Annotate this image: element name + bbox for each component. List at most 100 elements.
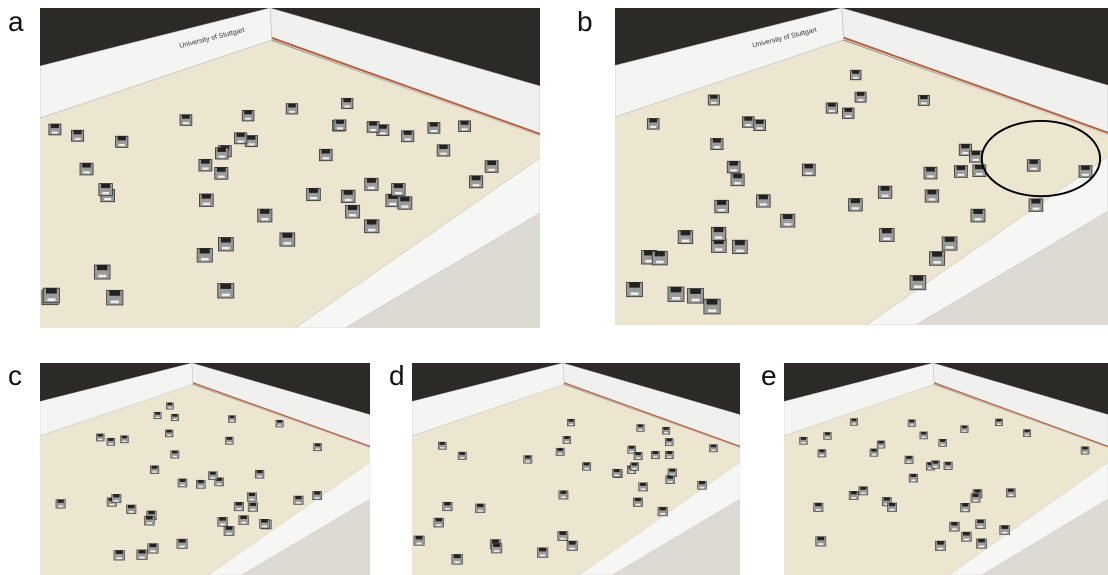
- robot-top: [1029, 159, 1038, 164]
- robot-shine: [945, 246, 954, 249]
- robot: [246, 492, 257, 502]
- robot-top: [706, 299, 718, 305]
- wall-edge: [563, 382, 740, 448]
- robot-top: [666, 451, 673, 455]
- robot-top: [729, 161, 738, 166]
- robot-body: [954, 165, 968, 178]
- robot-body: [730, 173, 745, 187]
- robot: [626, 281, 643, 298]
- robot-shine: [805, 172, 813, 175]
- robot-top: [852, 70, 860, 74]
- robot: [458, 120, 471, 132]
- robot-shine: [667, 443, 672, 445]
- robot: [457, 451, 467, 460]
- robot-shine: [404, 138, 411, 141]
- robot: [632, 497, 643, 507]
- robot-shine: [283, 242, 292, 245]
- robot-shine: [851, 497, 856, 499]
- robot-top: [755, 119, 764, 124]
- robot: [366, 121, 380, 133]
- robot-top: [871, 448, 877, 452]
- robot-top: [166, 429, 172, 433]
- robot-shine: [336, 127, 343, 130]
- robot-shine: [241, 521, 247, 524]
- robot-body: [433, 517, 444, 528]
- robot-top: [261, 519, 268, 523]
- robot-shine: [394, 192, 402, 195]
- robot: [999, 525, 1010, 535]
- robot-shine: [584, 467, 589, 470]
- robot-top: [220, 283, 232, 289]
- robot: [217, 517, 228, 527]
- robot-body: [170, 450, 180, 459]
- robot-body: [120, 435, 129, 444]
- robot: [149, 465, 160, 474]
- robot-top: [138, 549, 146, 554]
- robot-top: [282, 232, 293, 238]
- robot: [257, 208, 273, 223]
- robot-top: [844, 108, 853, 112]
- robot: [136, 549, 148, 560]
- robot-shine: [460, 457, 465, 459]
- robot-shine: [227, 442, 232, 444]
- robot-body: [366, 121, 380, 133]
- robot-top: [178, 539, 186, 543]
- robot-top: [244, 110, 252, 115]
- robot-top: [201, 194, 211, 199]
- robot-top: [453, 554, 461, 559]
- robot-top: [559, 531, 567, 535]
- robot-shine: [116, 557, 122, 559]
- robot: [170, 413, 179, 422]
- robot-top: [115, 550, 123, 555]
- robot: [848, 198, 863, 212]
- robot: [887, 502, 897, 512]
- robot-shine: [277, 424, 282, 427]
- robot-body: [153, 411, 162, 420]
- robot-top: [974, 489, 981, 493]
- robot: [753, 119, 766, 131]
- robot: [931, 460, 940, 469]
- robot: [312, 491, 323, 501]
- robot: [636, 424, 645, 432]
- robot-top: [108, 438, 114, 441]
- robot-body: [341, 97, 354, 110]
- robot-top: [583, 462, 590, 466]
- robot: [646, 118, 660, 130]
- robot-shine: [179, 545, 185, 548]
- robot-shine: [494, 550, 500, 552]
- robot: [995, 418, 1003, 426]
- robot-top: [101, 183, 111, 189]
- robot-top: [909, 419, 915, 423]
- robot-body: [567, 418, 575, 427]
- robot-body: [126, 504, 137, 514]
- robot-top: [906, 456, 912, 459]
- robot-shine: [736, 249, 744, 252]
- robot-shine: [322, 157, 329, 160]
- robot-top: [972, 493, 979, 497]
- robot-shine: [730, 169, 737, 172]
- robot-body: [612, 468, 622, 478]
- robot-shine: [650, 125, 657, 128]
- floor: [40, 40, 540, 328]
- robot-top: [962, 503, 969, 507]
- robot-body: [636, 424, 645, 432]
- robot-top: [680, 230, 691, 236]
- robot: [935, 540, 946, 551]
- robot-top: [343, 190, 353, 195]
- robot: [813, 502, 824, 512]
- robot-top: [669, 468, 676, 472]
- robot-top: [932, 251, 943, 257]
- photo: [784, 363, 1108, 575]
- robot-top: [712, 138, 721, 143]
- robot-shine: [109, 503, 115, 506]
- robot-shine: [558, 453, 563, 455]
- robot-shine: [713, 146, 720, 149]
- robot-shine: [906, 461, 912, 463]
- highlight-circle: [980, 119, 1102, 198]
- robot-body: [166, 402, 174, 410]
- robot: [177, 478, 188, 488]
- robot-top: [640, 482, 647, 486]
- robot: [969, 150, 983, 163]
- robot: [179, 114, 193, 126]
- robot: [106, 437, 116, 446]
